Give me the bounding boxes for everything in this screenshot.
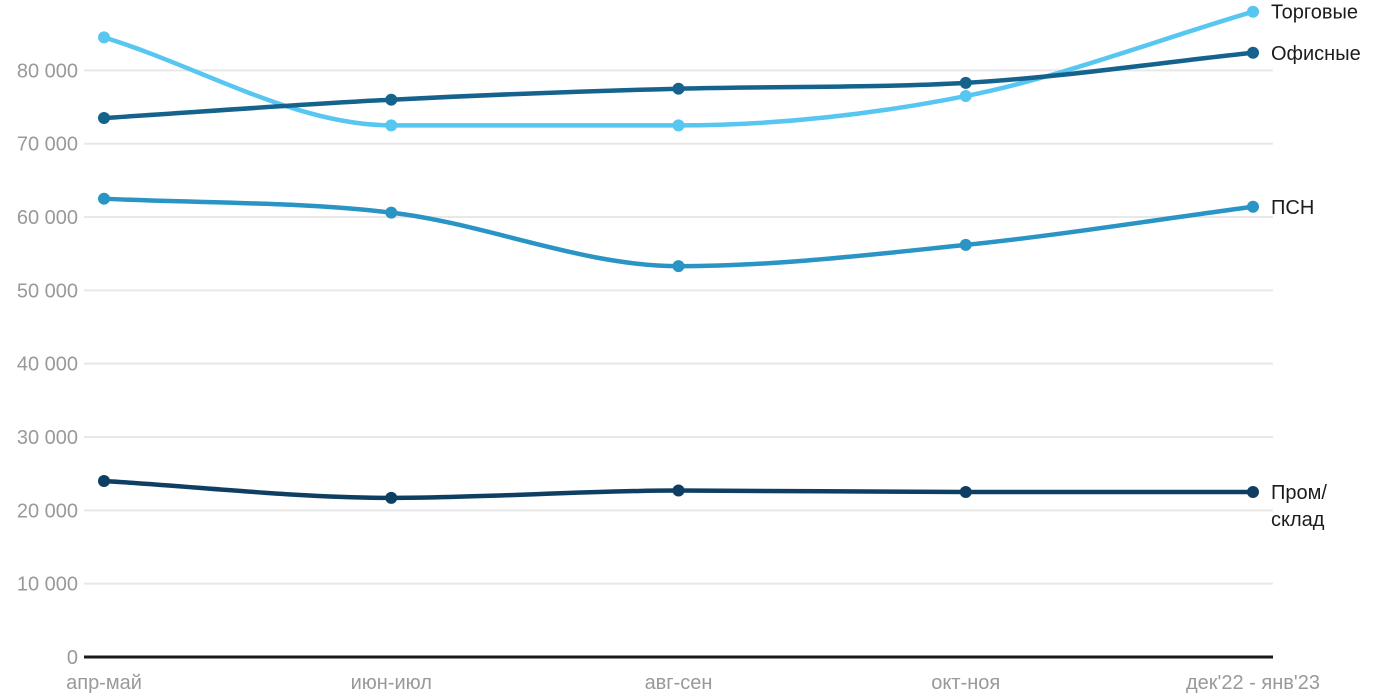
- data-point-series-1[interactable]: [385, 93, 398, 106]
- x-tick-label: дек'22 - янв'23: [1186, 672, 1320, 694]
- data-point-series-2[interactable]: [1247, 200, 1259, 213]
- data-point-series-2[interactable]: [98, 192, 110, 205]
- y-tick-label: 0: [67, 647, 78, 669]
- y-tick-label: 60 000: [17, 207, 78, 229]
- y-tick-label: 80 000: [17, 60, 78, 82]
- y-tick-label: 50 000: [17, 280, 78, 302]
- series-label: Офисные: [1271, 43, 1361, 65]
- series-label: склад: [1271, 509, 1325, 531]
- data-point-series-1[interactable]: [672, 82, 685, 95]
- y-axis-tick-labels: 0 10 000 20 000 30 000 40 000 50 000 60 000 70 …: [17, 60, 78, 669]
- data-point-series-2[interactable]: [385, 206, 398, 219]
- data-point-series-0[interactable]: [385, 119, 398, 132]
- series-label: ПСН: [1271, 197, 1314, 219]
- data-point-series-0[interactable]: [1247, 5, 1259, 18]
- data-point-series-1[interactable]: [959, 76, 972, 89]
- data-point-series-2[interactable]: [959, 238, 972, 251]
- y-tick-label: 10 000: [17, 574, 78, 596]
- data-point-series-1[interactable]: [1247, 46, 1259, 59]
- data-point-series-3[interactable]: [385, 491, 398, 504]
- y-tick-label: 20 000: [17, 500, 78, 522]
- data-point-series-0[interactable]: [959, 90, 972, 103]
- y-tick-label: 40 000: [17, 354, 78, 376]
- data-point-series-1[interactable]: [98, 112, 110, 125]
- series-points: [98, 5, 1259, 504]
- x-axis-tick-labels: апр-май июн-июл авг-сен окт-ноя дек'22 - янв…: [66, 672, 1320, 694]
- gridlines: [84, 69, 1273, 585]
- data-point-series-3[interactable]: [1247, 486, 1259, 499]
- y-tick-label: 70 000: [17, 134, 78, 156]
- y-tick-label: 30 000: [17, 427, 78, 449]
- data-point-series-3[interactable]: [672, 484, 685, 497]
- x-tick-label: апр-май: [66, 672, 142, 694]
- x-tick-label: июн-июл: [351, 672, 432, 694]
- data-point-series-0[interactable]: [672, 119, 685, 132]
- series-label: Пром/: [1271, 482, 1327, 504]
- data-point-series-2[interactable]: [672, 260, 685, 273]
- x-tick-label: авг-сен: [645, 672, 713, 694]
- data-point-series-0[interactable]: [98, 31, 110, 44]
- data-point-series-3[interactable]: [98, 475, 110, 488]
- x-tick-label: окт-ноя: [931, 672, 1000, 694]
- series-labels: Торговые Офисные ПСН Пром/склад: [1271, 2, 1361, 531]
- series-line-2: [101, 196, 1256, 269]
- data-point-series-3[interactable]: [959, 486, 972, 499]
- series-label: Торговые: [1271, 2, 1358, 24]
